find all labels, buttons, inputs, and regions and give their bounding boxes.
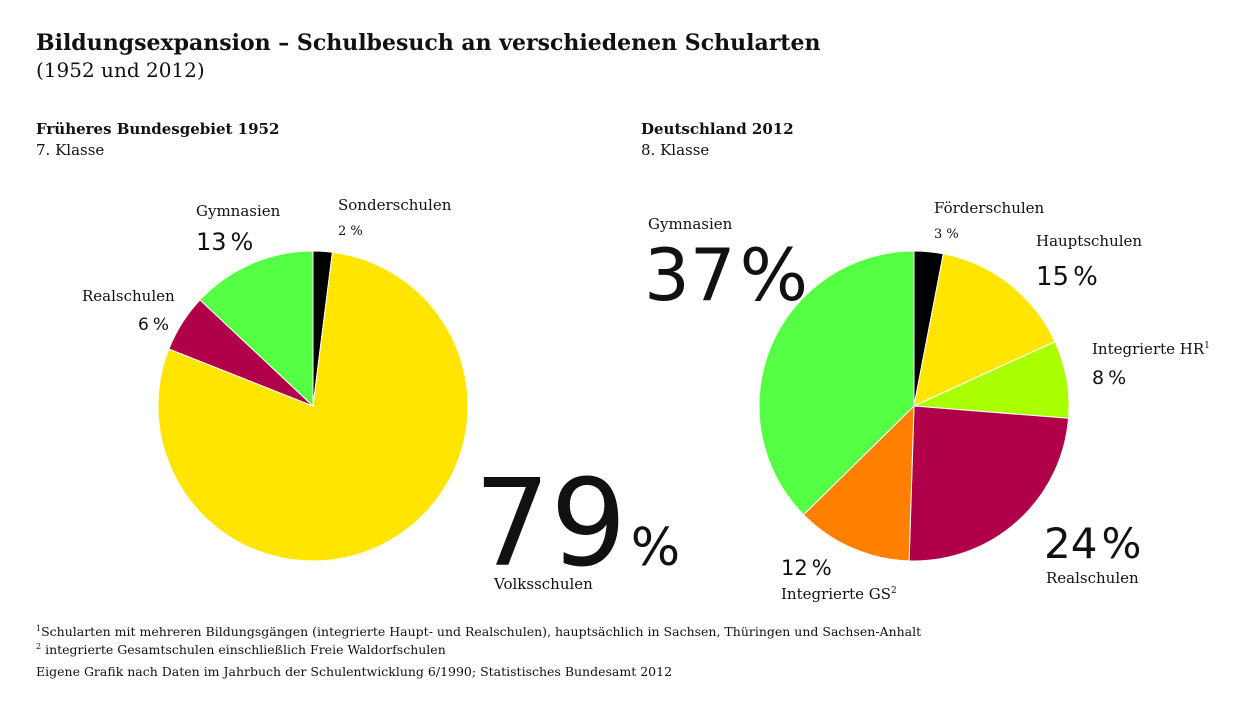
value-integrierte-gs: 12%: [781, 556, 832, 580]
pie2-slice-integrierte-gs: [802, 404, 915, 562]
value-integrierte-hr: 8%: [1092, 367, 1126, 389]
pie1-title: Früheres Bundesgebiet 1952: [36, 120, 280, 138]
pie1-slice-gymnasien: [199, 250, 314, 408]
pie2-subtitle: 8. Klasse: [641, 141, 710, 159]
label-realschulen-2012: Realschulen: [1046, 569, 1139, 587]
chart-title: Bildungsexpansion – Schulbesuch an versc…: [36, 30, 821, 56]
value-realschulen-1952: 6%: [138, 315, 169, 335]
value-gymnasien-2012: 37%: [644, 233, 808, 317]
label-integrierte-gs: Integrierte GS2: [781, 585, 897, 603]
label-realschulen-1952: Realschulen: [82, 287, 175, 305]
value-volksschulen: 79%: [474, 455, 680, 594]
label-hauptschulen: Hauptschulen: [1036, 232, 1142, 250]
pie2-slice-realschulen: [908, 405, 1070, 562]
footnote-2-text: integrierte Gesamtschulen einschließlich…: [45, 642, 446, 658]
value-sonderschulen: 2 %: [338, 224, 363, 239]
pie2-slice-hauptschulen: [913, 253, 1056, 407]
value-foerderschulen: 3 %: [934, 227, 959, 242]
value-hauptschulen: 15%: [1036, 262, 1098, 292]
footnote-1-marker: 1: [36, 624, 42, 633]
chart-subtitle: (1952 und 2012): [36, 58, 205, 82]
label-integrierte-hr: Integrierte HR1: [1092, 340, 1210, 358]
label-foerderschulen: Förderschulen: [934, 199, 1045, 217]
label-gymnasien-1952: Gymnasien: [196, 202, 281, 220]
value-gymnasien-1952: 13%: [196, 228, 253, 256]
footnote-1-text: Schularten mit mehreren Bildungsgängen (…: [41, 624, 922, 640]
pie1-subtitle: 7. Klasse: [36, 141, 105, 159]
label-sonderschulen: Sonderschulen: [338, 196, 452, 214]
label-gymnasien-2012: Gymnasien: [648, 215, 733, 233]
footnote-2: 2 integrierte Gesamtschulen einschließli…: [36, 642, 446, 657]
value-realschulen-2012: 24%: [1044, 519, 1141, 568]
footnote-1: 1Schularten mit mehreren Bildungsgängen …: [36, 624, 921, 639]
pie2-title: Deutschland 2012: [641, 120, 794, 138]
source-note: Eigene Grafik nach Daten im Jahrbuch der…: [36, 664, 673, 679]
footnote-2-marker: 2: [36, 642, 42, 651]
pie2-slice-gymnasien: [758, 250, 915, 516]
label-volksschulen: Volksschulen: [493, 575, 593, 593]
